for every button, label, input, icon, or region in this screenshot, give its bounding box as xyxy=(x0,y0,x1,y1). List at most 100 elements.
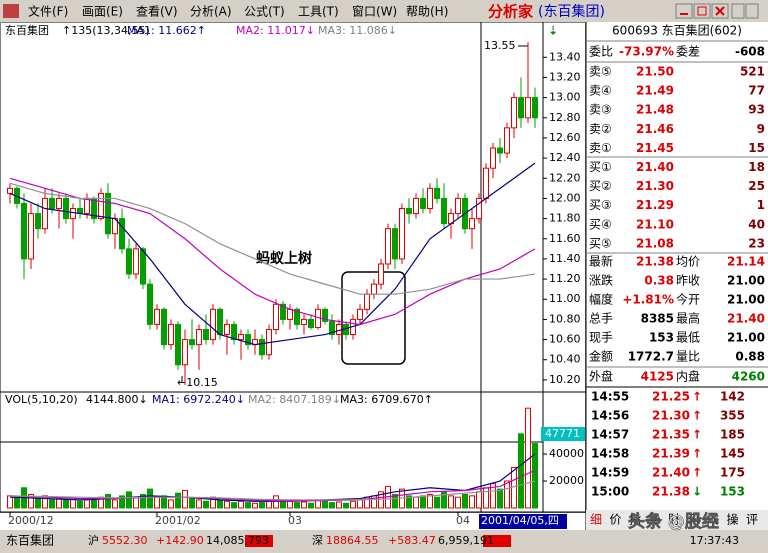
annotation: 蚂蚁上树 xyxy=(256,250,312,267)
menu-item[interactable]: 帮助(H) xyxy=(406,5,448,19)
quote-tab[interactable]: 操 xyxy=(727,512,739,527)
quote-label: 委比 xyxy=(589,45,613,59)
tick-volume: 142 xyxy=(720,390,745,404)
candle-body xyxy=(133,248,139,275)
status-bar xyxy=(0,530,768,553)
book-label: 卖③ xyxy=(589,103,612,117)
y-tick-label: 10.20 xyxy=(549,373,581,386)
quote-value: 0.38 xyxy=(644,274,674,288)
quote-value: 21.00 xyxy=(727,274,765,288)
minimize-button[interactable] xyxy=(675,3,693,19)
book-volume: 25 xyxy=(748,179,765,193)
status-item: 6,959,191 xyxy=(438,534,494,547)
volume-header: MA2: 8407.189↓ xyxy=(248,393,341,406)
window-title: (东百集团) xyxy=(538,3,605,20)
tick-time: 14:56 xyxy=(591,409,629,423)
volume-bar xyxy=(182,489,188,509)
quote-value: 4125 xyxy=(641,370,674,384)
volume-bar xyxy=(266,500,272,509)
current-volume-box xyxy=(541,427,585,441)
quote-value: 153 xyxy=(649,331,674,345)
quote-value: 21.38 xyxy=(636,255,674,269)
quote-label: 委差 xyxy=(676,45,700,59)
volume-bar xyxy=(231,502,237,509)
candle-body xyxy=(280,303,286,320)
quote-tab[interactable]: 讯 xyxy=(688,513,700,527)
quote-tab[interactable]: 价 xyxy=(610,513,622,527)
candle-body xyxy=(399,208,405,260)
quote-tab[interactable]: 成 xyxy=(707,513,719,527)
candle-body xyxy=(7,187,13,194)
quote-tab[interactable]: 细 xyxy=(590,513,602,527)
ma-line xyxy=(9,182,536,295)
volume-header: VOL(5,10,20) xyxy=(5,393,78,406)
x-tick-label: 2000/12 xyxy=(8,514,54,527)
volume-bar xyxy=(518,433,524,509)
candle-body xyxy=(217,308,223,336)
tick-arrow: ↓ xyxy=(692,485,702,499)
status-item: 5552.30 xyxy=(102,534,148,547)
candle-body xyxy=(525,97,531,119)
volume-bar xyxy=(273,495,279,509)
menu-item[interactable]: 窗口(W) xyxy=(352,5,397,19)
candle-body xyxy=(476,197,482,220)
candle-body xyxy=(329,320,335,336)
candle-body xyxy=(140,248,146,285)
restore-button[interactable] xyxy=(693,3,711,19)
volume-bar xyxy=(245,502,251,509)
quote-tab[interactable]: 财 xyxy=(668,513,680,527)
tick-arrow: ↑ xyxy=(692,409,702,423)
candle-body xyxy=(63,197,69,220)
scroll-icon[interactable]: ⇣ xyxy=(548,24,558,38)
book-label: 卖⑤ xyxy=(589,65,612,79)
volume-bar xyxy=(147,488,153,509)
candle-body xyxy=(84,197,90,215)
volume-bar xyxy=(469,495,475,509)
volume-bar xyxy=(28,494,34,509)
book-price: 21.45 xyxy=(636,141,674,155)
candle-body xyxy=(147,283,153,325)
tick-volume: 185 xyxy=(720,428,745,442)
menu-item[interactable]: 查看(V) xyxy=(136,5,178,19)
menu-bar xyxy=(0,0,768,22)
quote-tab[interactable]: 势 xyxy=(649,513,661,527)
status-item: +583.47 xyxy=(388,534,436,547)
book-price: 21.40 xyxy=(636,160,674,174)
menu-item[interactable]: 分析(A) xyxy=(190,5,232,19)
book-volume: 23 xyxy=(748,236,765,250)
menu-item[interactable]: 工具(T) xyxy=(298,5,339,19)
candle-body xyxy=(322,308,328,322)
quote-label: 量比 xyxy=(676,350,700,364)
book-label: 买③ xyxy=(589,198,612,212)
quote-value: +1.81% xyxy=(622,293,674,307)
volume-bar xyxy=(14,496,20,509)
book-label: 买② xyxy=(589,179,612,193)
ma-line xyxy=(9,453,536,502)
volume-header: MA3: 6709.670↑ xyxy=(340,393,433,406)
candle-body xyxy=(378,263,384,285)
high-label: 13.55 xyxy=(484,39,516,52)
menu-item[interactable]: 文件(F) xyxy=(28,4,68,19)
volume-bar xyxy=(112,499,118,509)
volume-bar xyxy=(105,494,111,509)
volume-bar xyxy=(504,480,510,509)
y-tick-label: 11.20 xyxy=(549,272,581,285)
volume-bar xyxy=(259,502,265,509)
menu-item[interactable]: 画面(E) xyxy=(82,5,123,19)
y-tick-label: 10.40 xyxy=(549,353,581,366)
doc-close[interactable] xyxy=(745,3,759,19)
candle-body xyxy=(294,308,300,325)
quote-tab[interactable]: 指 xyxy=(629,512,641,527)
quote-label: 涨跌 xyxy=(589,273,613,288)
doc-minimize[interactable] xyxy=(731,3,745,19)
candle-body xyxy=(364,293,370,310)
quote-tab[interactable]: 评 xyxy=(746,513,758,527)
book-price: 21.30 xyxy=(636,179,674,193)
book-price: 21.10 xyxy=(636,217,674,231)
tick-time: 14:59 xyxy=(591,466,629,480)
x-tick-label: 03 xyxy=(288,514,302,527)
candle-body xyxy=(273,303,279,330)
menu-item[interactable]: 公式(T) xyxy=(244,5,285,19)
candle-body xyxy=(441,197,447,225)
